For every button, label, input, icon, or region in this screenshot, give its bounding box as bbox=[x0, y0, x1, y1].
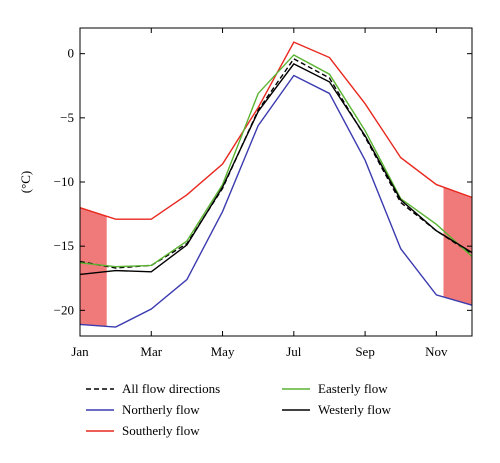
legend: All flow directions Northerly flow Souther… bbox=[86, 381, 392, 438]
y-tick-label: 0 bbox=[68, 46, 75, 61]
series-line-5 bbox=[79, 63, 473, 276]
series-line-1 bbox=[79, 57, 473, 269]
tick-labels: Jan Mar May Jul Sep Nov 0 −5 −10 −15 −20 bbox=[54, 46, 448, 359]
shaded-region-2 bbox=[443, 187, 472, 306]
legend-label: Westerly flow bbox=[318, 402, 392, 417]
y-tick-label: −20 bbox=[54, 302, 74, 317]
y-tick-label: −15 bbox=[54, 238, 74, 253]
series-line-4 bbox=[79, 54, 473, 268]
shaded-regions bbox=[80, 187, 472, 327]
legend-label: Northerly flow bbox=[122, 402, 200, 417]
series-lines bbox=[79, 41, 473, 328]
x-tick-label: Jan bbox=[71, 344, 89, 359]
x-tick-label: Sep bbox=[355, 344, 375, 359]
x-tick-label: Nov bbox=[425, 344, 448, 359]
legend-label: Southerly flow bbox=[122, 423, 200, 438]
legend-label: Easterly flow bbox=[318, 381, 388, 396]
series-line-2 bbox=[79, 74, 473, 328]
y-axis-label: (°C) bbox=[18, 171, 33, 194]
x-tick-label: Mar bbox=[140, 344, 162, 359]
y-tick-label: −5 bbox=[60, 110, 74, 125]
series-line-3 bbox=[79, 41, 473, 220]
legend-label: All flow directions bbox=[122, 381, 220, 396]
x-tick-label: May bbox=[211, 344, 235, 359]
x-tick-label: Jul bbox=[286, 344, 302, 359]
axis-ticks bbox=[79, 28, 472, 336]
shaded-region-1 bbox=[80, 207, 107, 327]
y-tick-label: −10 bbox=[54, 174, 74, 189]
